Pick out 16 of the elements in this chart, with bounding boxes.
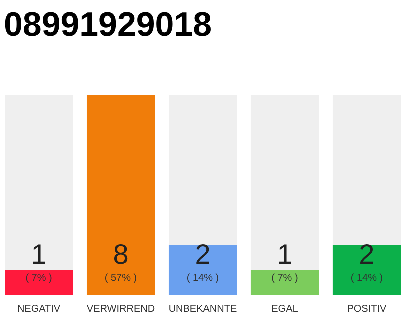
data-label: 1 — [31, 239, 47, 270]
data-label: 2 — [195, 239, 211, 270]
annotation: ( 14% ) — [350, 273, 384, 284]
data-label: 1 — [277, 239, 293, 270]
annotation: ( 14% ) — [186, 273, 220, 284]
x-tick-label: UNBEKANNTE — [168, 304, 238, 315]
chart-title: 08991929018 — [4, 6, 212, 44]
x-tick-label: VERWIRREND — [86, 304, 156, 315]
annotation: ( 7% ) — [272, 273, 298, 284]
annotation: ( 7% ) — [26, 273, 52, 284]
x-tick-label: POSITIV — [347, 304, 388, 315]
x-tick-label: EGAL — [272, 304, 299, 315]
annotation: ( 57% ) — [104, 273, 138, 284]
x-tick-label: NEGATIV — [17, 304, 61, 315]
data-label: 2 — [359, 239, 375, 270]
data-label: 8 — [113, 239, 129, 270]
